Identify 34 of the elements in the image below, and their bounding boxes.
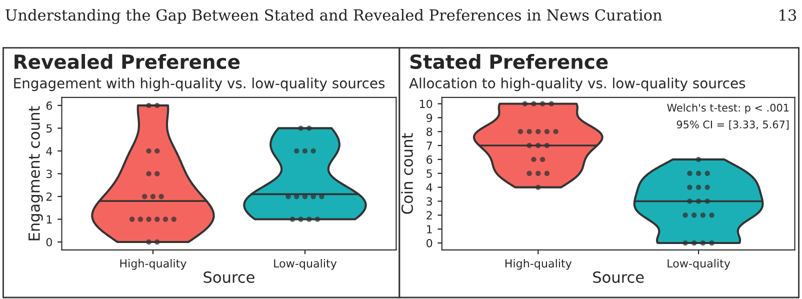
y-tick-label: 10 bbox=[420, 100, 432, 108]
x-tick-label: High-quality bbox=[120, 258, 186, 270]
y-tick-label: 4 bbox=[426, 183, 432, 192]
y-tick-label: 3 bbox=[46, 170, 52, 178]
y-tick-label: 0 bbox=[46, 238, 52, 246]
y-tick-label: 4 bbox=[46, 147, 52, 156]
text: 13 bbox=[780, 9, 796, 21]
y-tick-label: 6 bbox=[426, 155, 432, 164]
x-axis-title: Source bbox=[204, 271, 254, 283]
y-tick-label: 9 bbox=[426, 114, 432, 122]
text: Understanding the Gap Between Stated and Revealed Preferences in News Curation bbox=[6, 8, 662, 24]
y-axis-title: Coin count bbox=[401, 133, 413, 214]
chart-title: Revealed Preference bbox=[14, 54, 240, 70]
annotation: 95% CI = [3.33, 5.67] bbox=[676, 120, 789, 130]
x-tick-label: High-quality bbox=[505, 258, 572, 270]
y-tick-label: 7 bbox=[426, 142, 432, 150]
annotation: Welch's t-test: p < .001 bbox=[667, 104, 789, 114]
y-tick-label: 2 bbox=[426, 211, 432, 220]
y-tick-label: 5 bbox=[46, 124, 52, 133]
y-tick-label: 6 bbox=[46, 101, 52, 110]
y-tick-label: 0 bbox=[426, 238, 432, 248]
y-tick-label: 2 bbox=[46, 192, 52, 201]
y-tick-label: 5 bbox=[426, 169, 432, 178]
chart-subtitle: Allocation to high-quality vs. low-quality sources bbox=[409, 78, 746, 92]
chart-subtitle: Engagement with high-quality vs. low-quality sources bbox=[14, 78, 385, 92]
x-tick-label: Low-quality bbox=[274, 258, 337, 270]
chart-title: Stated Preference bbox=[410, 54, 608, 70]
y-tick-label: 8 bbox=[426, 128, 432, 136]
y-axis-title: Engagment count bbox=[28, 106, 43, 240]
y-tick-label: 1 bbox=[46, 215, 52, 224]
x-axis-title: Source bbox=[593, 271, 644, 283]
y-tick-label: 1 bbox=[427, 225, 432, 234]
y-tick-label: 3 bbox=[426, 197, 432, 206]
x-tick-label: Low-quality bbox=[668, 258, 730, 270]
